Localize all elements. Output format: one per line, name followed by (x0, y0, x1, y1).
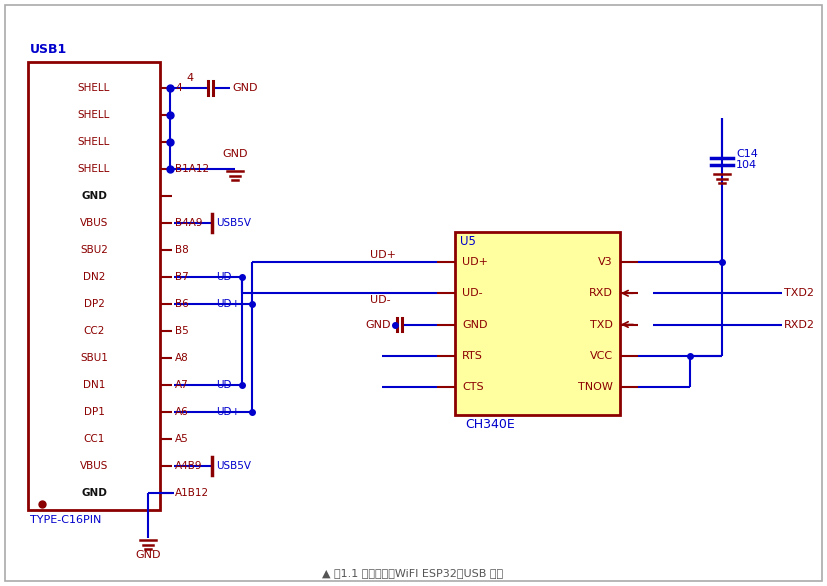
Text: SHELL: SHELL (78, 83, 110, 93)
Text: B6: B6 (175, 299, 189, 309)
Text: RXD2: RXD2 (784, 319, 815, 329)
Text: 104: 104 (736, 160, 758, 170)
Text: A5: A5 (175, 434, 189, 444)
Text: B7: B7 (175, 272, 189, 282)
Text: U5: U5 (460, 235, 476, 248)
Text: TNOW: TNOW (578, 382, 613, 392)
Text: A7: A7 (175, 380, 189, 390)
Text: C14: C14 (736, 149, 758, 159)
Text: 4: 4 (186, 73, 194, 83)
Text: A1B12: A1B12 (175, 488, 209, 498)
Text: UD-: UD- (462, 288, 483, 298)
Text: B4A9: B4A9 (175, 218, 203, 228)
Text: GND: GND (136, 550, 160, 560)
Text: USB5V: USB5V (216, 218, 251, 228)
Text: ▲ 图1.1 智能车基于WiFI ESP32的USB 接口: ▲ 图1.1 智能车基于WiFI ESP32的USB 接口 (323, 568, 504, 578)
Text: B8: B8 (175, 245, 189, 255)
Text: B1A12: B1A12 (175, 164, 209, 174)
Text: DP1: DP1 (84, 407, 104, 417)
Bar (28, 62, 160, 510)
Text: V3: V3 (599, 257, 613, 267)
Text: UD+: UD+ (462, 257, 488, 267)
Text: SBU2: SBU2 (80, 245, 108, 255)
Text: GND: GND (81, 191, 107, 201)
Text: GND: GND (81, 488, 107, 498)
Text: VCC: VCC (590, 351, 613, 361)
Text: SHELL: SHELL (78, 137, 110, 147)
Text: 4: 4 (175, 83, 182, 93)
Text: CTS: CTS (462, 382, 484, 392)
Text: DN2: DN2 (83, 272, 105, 282)
Text: DN1: DN1 (83, 380, 105, 390)
Text: A6: A6 (175, 407, 189, 417)
Text: CC1: CC1 (84, 434, 105, 444)
Text: A8: A8 (175, 353, 189, 363)
Text: SHELL: SHELL (78, 164, 110, 174)
Text: USB1: USB1 (30, 43, 67, 56)
Text: GND: GND (232, 83, 257, 93)
Text: RXD: RXD (589, 288, 613, 298)
Text: RTS: RTS (462, 351, 483, 361)
Text: SHELL: SHELL (78, 110, 110, 120)
Text: GND: GND (222, 149, 248, 159)
Text: GND: GND (462, 319, 487, 329)
Text: B5: B5 (175, 326, 189, 336)
Text: A4B9: A4B9 (175, 461, 203, 471)
Text: GND: GND (365, 319, 390, 329)
Text: CH340E: CH340E (465, 418, 514, 431)
Text: CC2: CC2 (84, 326, 105, 336)
Text: UD-: UD- (216, 380, 235, 390)
Text: UD+: UD+ (216, 407, 240, 417)
Text: SBU1: SBU1 (80, 353, 108, 363)
Text: UD-: UD- (216, 272, 235, 282)
Text: TXD2: TXD2 (784, 288, 814, 298)
Text: DP2: DP2 (84, 299, 104, 309)
Text: UD-: UD- (370, 295, 390, 305)
Text: USB5V: USB5V (216, 461, 251, 471)
Text: TXD: TXD (590, 319, 613, 329)
Text: UD+: UD+ (370, 250, 396, 260)
Bar (455, 232, 620, 415)
Text: TYPE-C16PIN: TYPE-C16PIN (30, 515, 102, 525)
Text: UD+: UD+ (216, 299, 240, 309)
Text: VBUS: VBUS (80, 461, 108, 471)
Text: VBUS: VBUS (80, 218, 108, 228)
